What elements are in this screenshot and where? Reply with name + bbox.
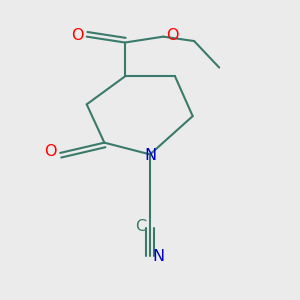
Text: N: N bbox=[153, 249, 165, 264]
Text: O: O bbox=[71, 28, 83, 43]
Text: C: C bbox=[136, 219, 147, 234]
Text: O: O bbox=[166, 28, 178, 43]
Text: O: O bbox=[44, 144, 57, 159]
Text: N: N bbox=[144, 148, 156, 164]
